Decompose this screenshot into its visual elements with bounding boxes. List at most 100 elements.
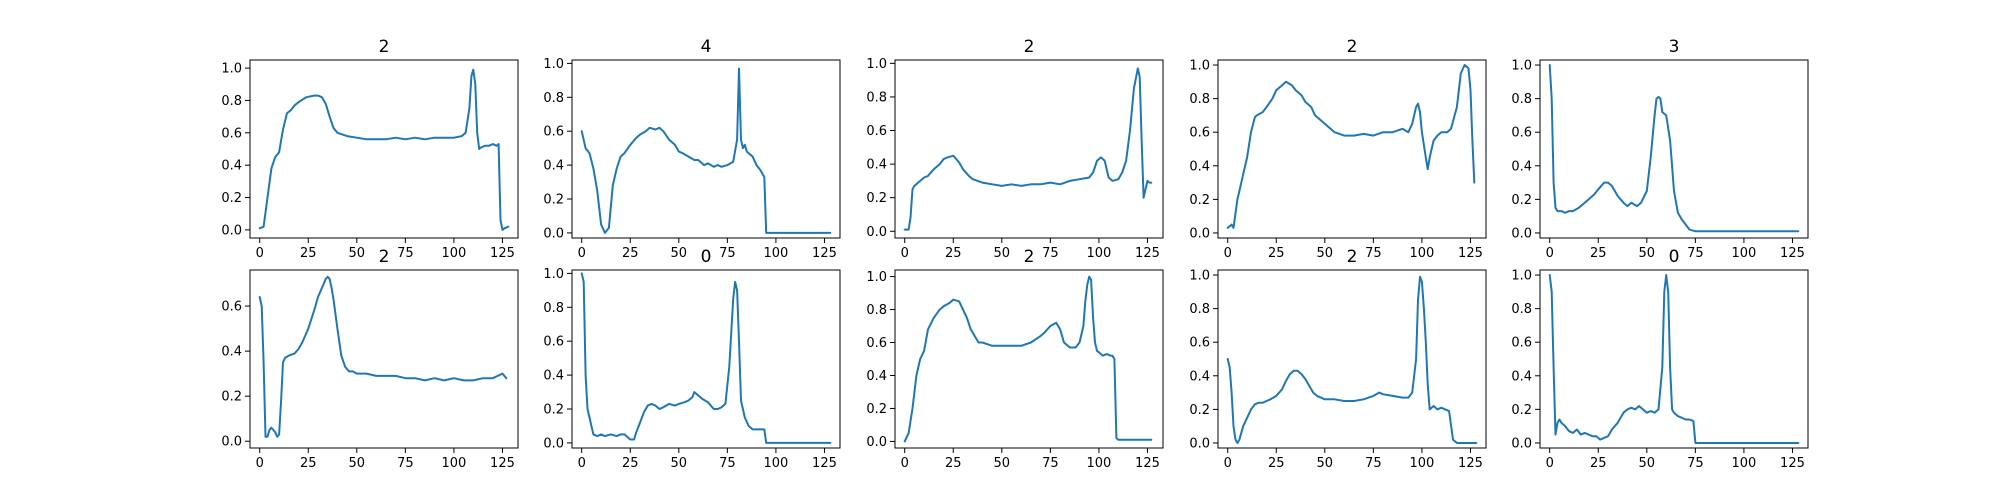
x-tick-label: 50	[349, 456, 366, 471]
x-tick-label: 125	[812, 246, 837, 261]
x-tick-label: 25	[1268, 246, 1285, 261]
y-tick-label: 0.6	[866, 124, 887, 139]
y-tick-label: 0.4	[866, 158, 887, 173]
y-tick-label: 0.8	[543, 301, 564, 316]
y-tick-label: 0.6	[1189, 126, 1210, 141]
subplot-title: 0	[1669, 247, 1680, 267]
y-tick-label: 0.4	[221, 345, 242, 360]
y-tick-label: 0.4	[1189, 369, 1210, 384]
y-tick-label: 0.0	[221, 223, 242, 238]
y-tick-label: 0.8	[866, 303, 887, 318]
x-tick-label: 25	[945, 456, 962, 471]
y-tick-label: 0.0	[221, 435, 242, 450]
axes-frame	[571, 269, 841, 449]
y-tick-label: 0.6	[543, 125, 564, 140]
x-tick-label: 50	[1317, 246, 1334, 261]
x-tick-label: 100	[1731, 246, 1756, 261]
x-tick-label: 75	[1042, 456, 1059, 471]
y-tick-label: 0.2	[1511, 403, 1532, 418]
axes-frame	[894, 59, 1164, 239]
x-tick-label: 25	[1268, 456, 1285, 471]
subplot-title: 3	[1669, 37, 1680, 57]
y-tick-label: 0.0	[866, 225, 887, 240]
x-tick-label: 125	[1135, 246, 1160, 261]
y-tick-label: 1.0	[1189, 269, 1210, 284]
x-tick-label: 125	[1135, 456, 1160, 471]
subplot-1: 2 0 25 50 75 100 125 0.0 0.2 0.4 0.6 0.8 1.0	[221, 37, 519, 261]
subplot-title: 2	[1347, 247, 1358, 267]
x-tick-label: 0	[1546, 456, 1554, 471]
x-tick-label: 100	[441, 246, 466, 261]
x-tick-label: 75	[719, 456, 736, 471]
axes-frame	[571, 59, 841, 239]
subplot-title: 2	[379, 247, 390, 267]
subplot-title: 2	[1024, 247, 1035, 267]
x-tick-label: 100	[441, 456, 466, 471]
subplot-6: 2 0 25 50 75 100 125 0.0 0.2 0.4 0.6	[221, 247, 519, 471]
y-tick-label: 0.2	[866, 402, 887, 417]
y-tick-label: 0.4	[866, 369, 887, 384]
subplot-title: 2	[1347, 37, 1358, 57]
y-tick-label: 0.6	[1189, 336, 1210, 351]
x-tick-label: 50	[994, 456, 1011, 471]
subplot-5: 3 0 25 50 75 100 125 0.0 0.2 0.4 0.6 0.8 1.0	[1511, 37, 1809, 261]
y-tick-label: 0.0	[543, 436, 564, 451]
y-tick-label: 0.6	[543, 335, 564, 350]
y-tick-label: 1.0	[221, 62, 242, 77]
subplot-8: 2 0 25 50 75 100 125 0.0 0.2 0.4 0.6 0.8 1.0	[866, 247, 1164, 471]
series-line	[258, 275, 508, 438]
subplot-4: 2 0 25 50 75 100 125 0.0 0.2 0.4 0.6 0.8 1.0	[1189, 37, 1487, 261]
y-tick-label: 0.8	[1511, 92, 1532, 107]
y-tick-label: 0.2	[1189, 193, 1210, 208]
axes-frame	[1539, 59, 1809, 239]
y-tick-label: 0.6	[221, 300, 242, 315]
y-tick-label: 0.2	[543, 193, 564, 208]
x-tick-label: 50	[1317, 456, 1334, 471]
x-tick-label: 75	[1687, 246, 1704, 261]
x-tick-label: 125	[1780, 456, 1805, 471]
series-line	[1226, 64, 1476, 229]
y-tick-label: 1.0	[866, 57, 887, 72]
x-tick-label: 50	[671, 456, 688, 471]
x-tick-label: 100	[763, 246, 788, 261]
x-tick-label: 0	[901, 246, 909, 261]
y-tick-label: 0.8	[1511, 302, 1532, 317]
y-tick-label: 0.2	[866, 191, 887, 206]
y-tick-label: 0.8	[543, 91, 564, 106]
y-tick-label: 0.0	[1511, 226, 1532, 241]
x-tick-label: 75	[397, 246, 414, 261]
x-tick-label: 25	[622, 246, 639, 261]
x-tick-label: 25	[945, 246, 962, 261]
y-tick-label: 1.0	[1511, 59, 1532, 74]
subplot-7: 0 0 25 50 75 100 125 0.0 0.2 0.4 0.6 0.8 1.0	[543, 247, 841, 471]
y-tick-label: 0.0	[1511, 436, 1532, 451]
y-tick-label: 0.6	[1511, 126, 1532, 141]
x-tick-label: 25	[1590, 246, 1607, 261]
subplot-title: 2	[1024, 37, 1035, 57]
y-tick-label: 0.2	[221, 191, 242, 206]
y-tick-label: 0.2	[1189, 403, 1210, 418]
series-line	[580, 67, 832, 234]
x-tick-label: 75	[719, 246, 736, 261]
x-tick-label: 125	[1780, 246, 1805, 261]
x-tick-label: 75	[397, 456, 414, 471]
series-line	[903, 67, 1153, 231]
subplot-2: 4 0 25 50 75 100 125 0.0 0.2 0.4 0.6 0.8 1.0	[543, 37, 841, 261]
y-tick-label: 1.0	[1189, 59, 1210, 74]
y-tick-label: 0.0	[1189, 226, 1210, 241]
y-tick-label: 0.8	[1189, 302, 1210, 317]
x-tick-label: 125	[1458, 246, 1483, 261]
y-tick-label: 0.4	[543, 159, 564, 174]
series-line	[1226, 275, 1478, 444]
series-line	[1548, 64, 1800, 233]
y-tick-label: 0.0	[866, 435, 887, 450]
x-tick-label: 25	[622, 456, 639, 471]
y-tick-label: 0.6	[221, 126, 242, 141]
x-tick-label: 50	[1639, 456, 1656, 471]
subplot-3: 2 0 25 50 75 100 125 0.0 0.2 0.4 0.6 0.8 1.0	[866, 37, 1164, 261]
y-tick-label: 0.6	[866, 336, 887, 351]
x-tick-label: 50	[671, 246, 688, 261]
x-tick-label: 25	[1590, 456, 1607, 471]
x-tick-label: 100	[1086, 246, 1111, 261]
